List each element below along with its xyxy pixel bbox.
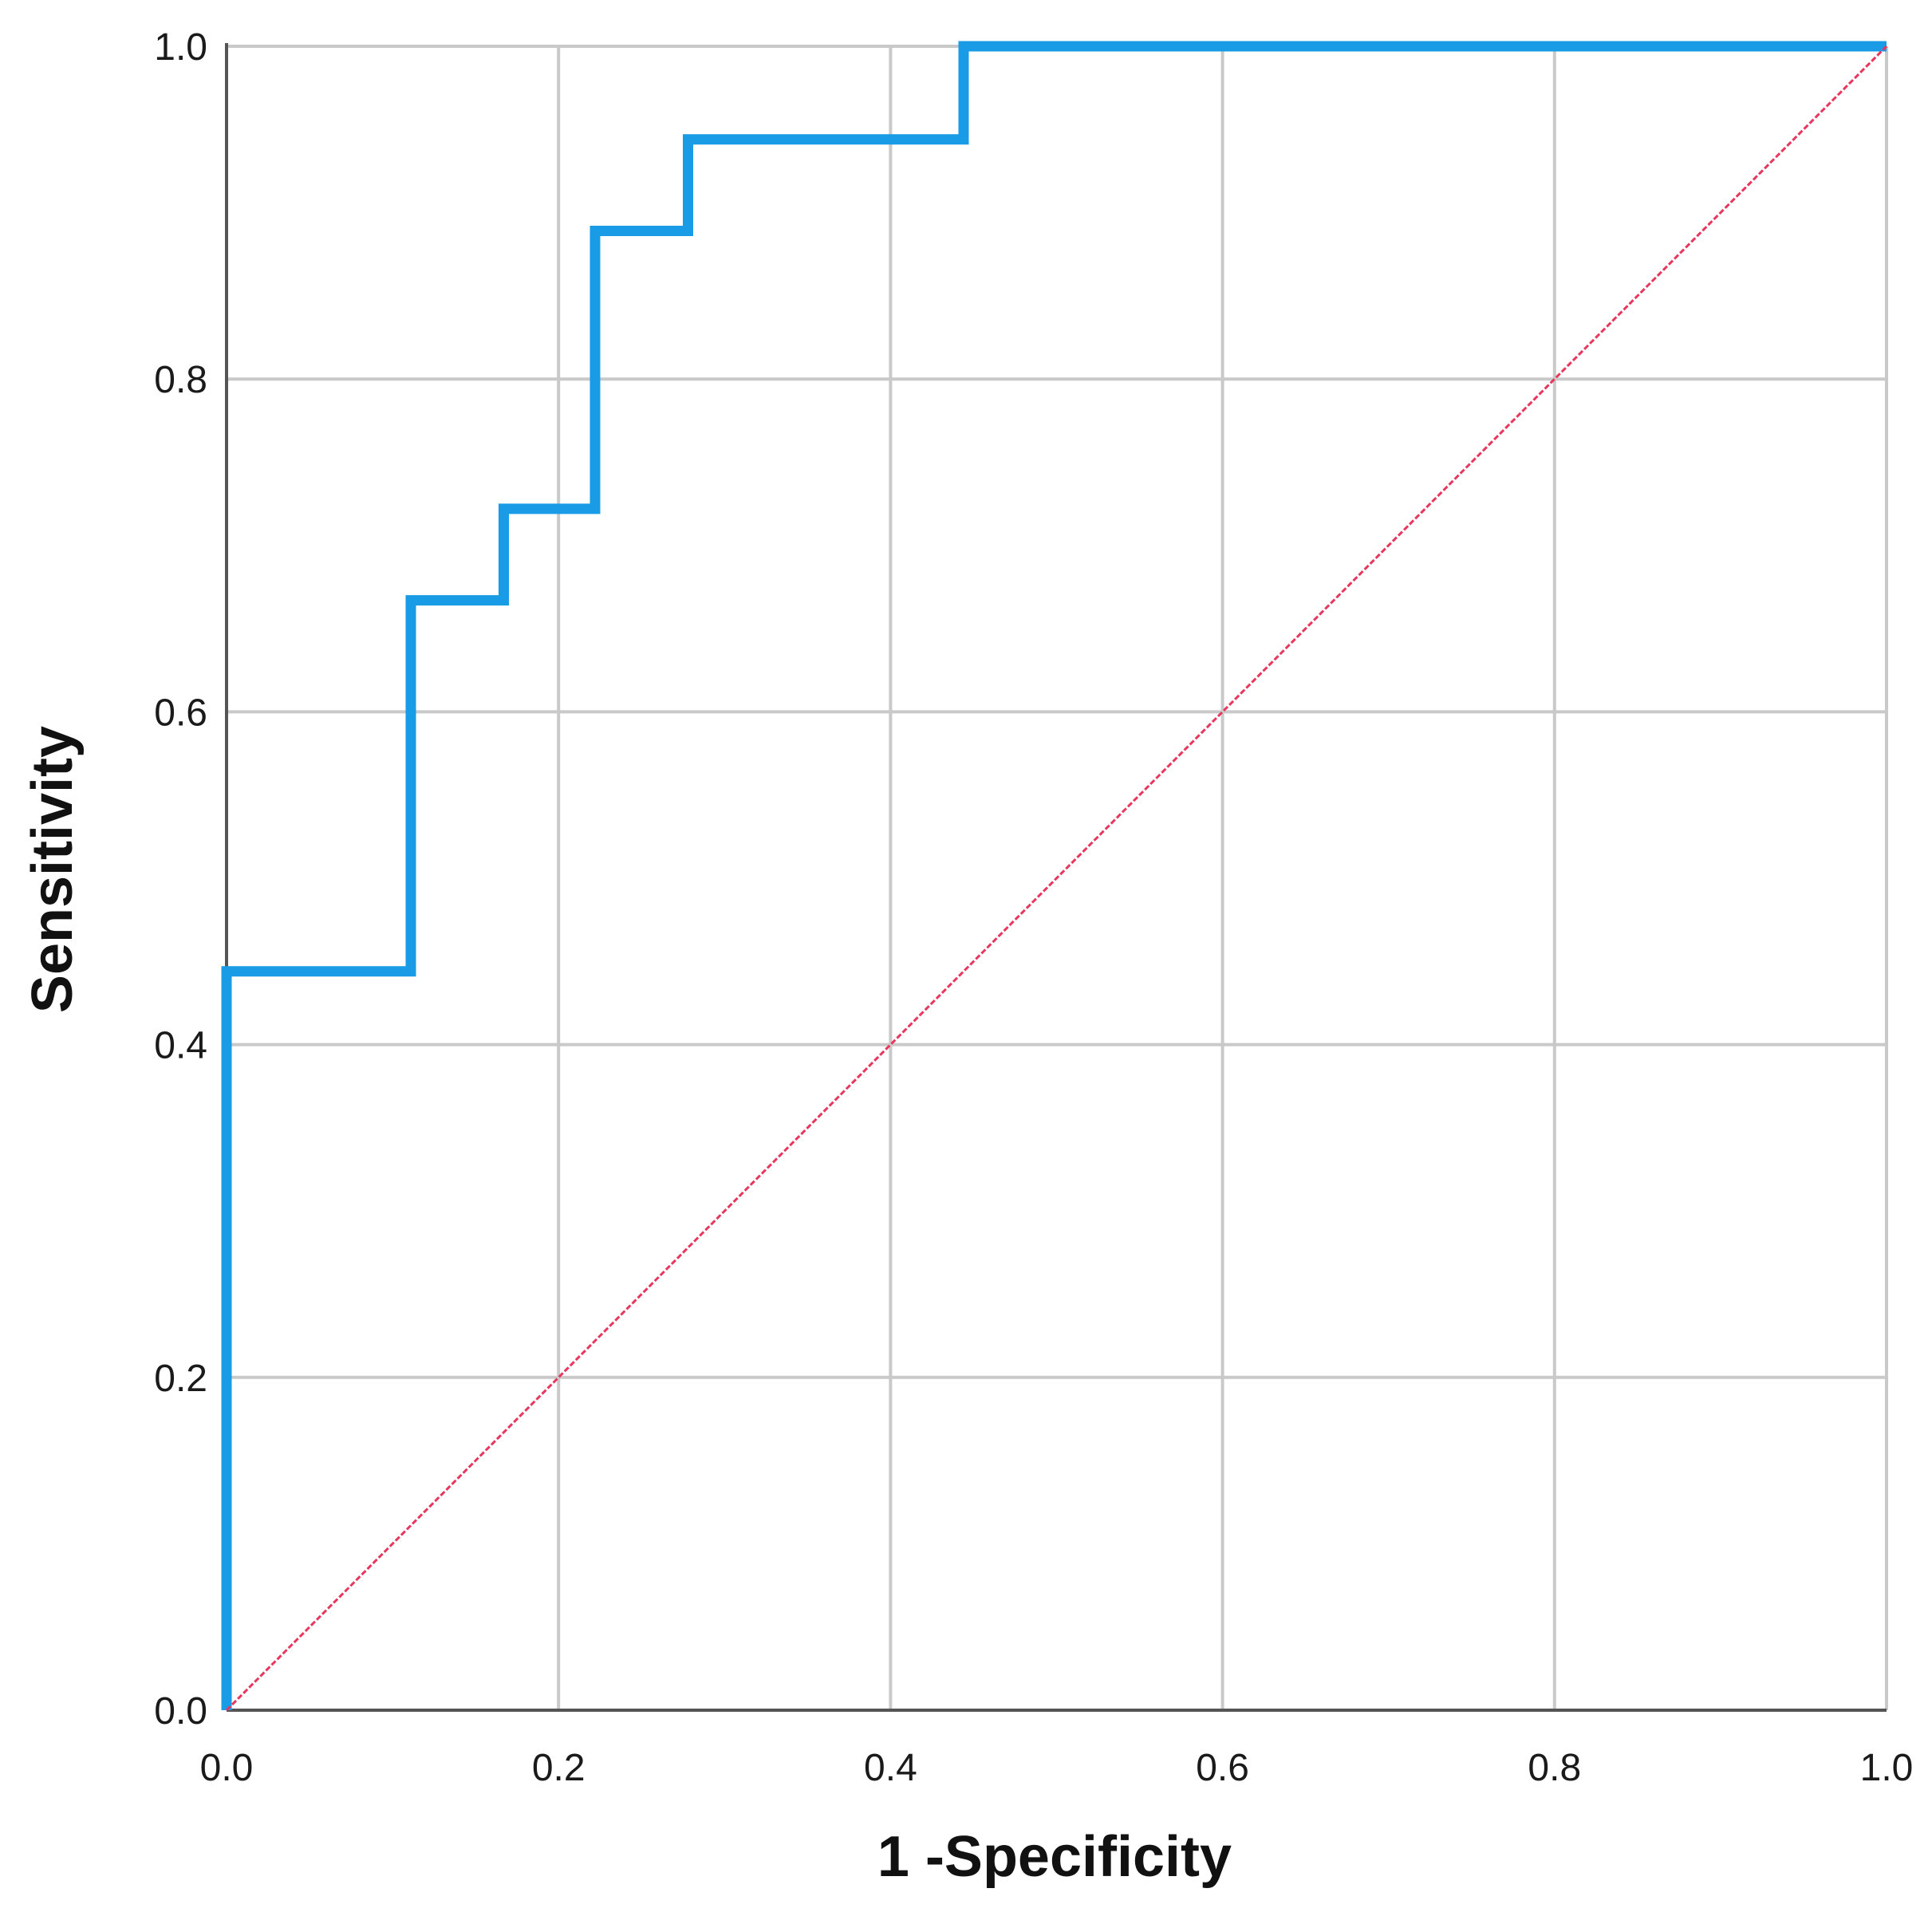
y-tick-label: 1.0 (154, 26, 207, 69)
reference-diagonal-line (225, 45, 1888, 1712)
x-tick-label: 0.4 (864, 1747, 917, 1789)
tick-labels: 0.0 0.2 0.4 0.6 0.8 1.0 0.0 0.2 0.4 0.6 0.8 1.0 (154, 26, 1913, 1789)
roc-curve-line (221, 41, 1887, 1710)
y-tick-label: 0.2 (154, 1358, 207, 1400)
series-layer (221, 41, 1888, 1712)
x-tick-label: 1.0 (1860, 1747, 1914, 1789)
y-tick-label: 0.6 (154, 692, 207, 734)
x-axis-title: 1 -Specificity (877, 1825, 1232, 1889)
x-tick-label: 0.8 (1528, 1747, 1581, 1789)
y-tick-label: 0.4 (154, 1025, 207, 1067)
y-axis-title: Sensitivity (21, 726, 85, 1013)
y-tick-label: 0.8 (154, 359, 207, 401)
x-tick-label: 0.6 (1196, 1747, 1249, 1789)
y-tick-label: 0.0 (154, 1690, 207, 1733)
x-tick-label: 0.2 (532, 1747, 586, 1789)
x-tick-label: 0.0 (200, 1747, 254, 1789)
